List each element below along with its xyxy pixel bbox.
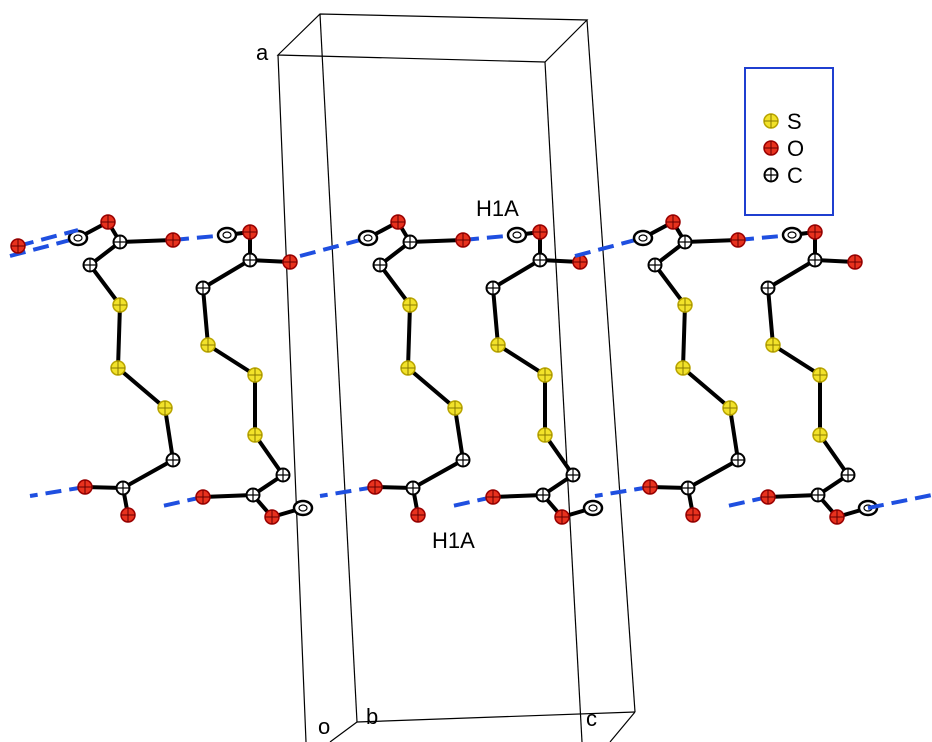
axis-label: a bbox=[256, 40, 269, 65]
legend-label: O bbox=[787, 136, 804, 161]
unit-cell bbox=[276, 13, 636, 742]
legend-label: C bbox=[787, 163, 803, 188]
molecular-chains bbox=[10, 215, 932, 524]
legend-label: S bbox=[787, 109, 802, 134]
atom-label: H1A bbox=[476, 196, 519, 221]
axis-label: c bbox=[586, 706, 597, 731]
axis-label: b bbox=[366, 704, 378, 729]
legend: S O C bbox=[744, 67, 834, 216]
axis-label: o bbox=[318, 714, 330, 739]
atom-label: H1A bbox=[432, 528, 475, 553]
